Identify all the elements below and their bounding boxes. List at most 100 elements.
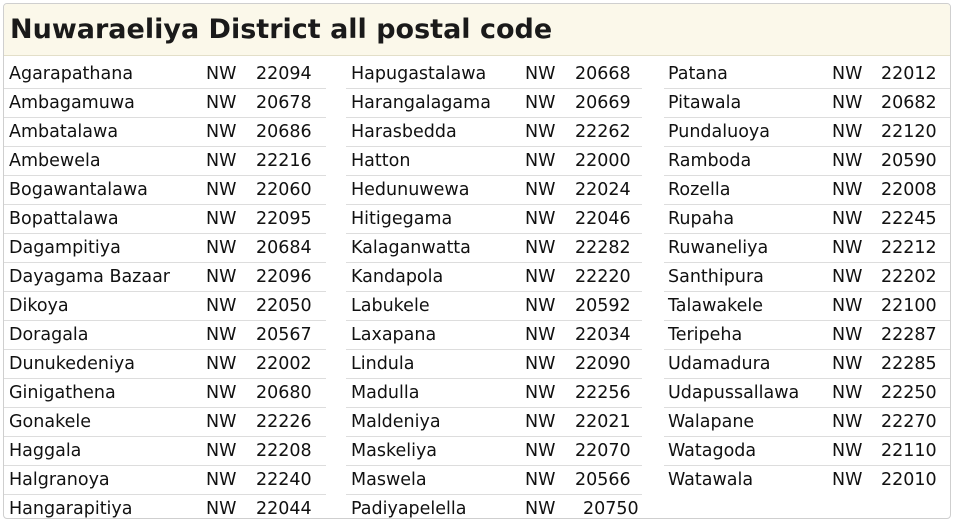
place-name: Doragala (9, 325, 89, 345)
postal-code: 22000 (575, 151, 631, 171)
region-code: NW (206, 354, 237, 374)
postal-code: 22270 (881, 412, 937, 432)
postal-code: 22226 (256, 412, 312, 432)
postal-code: 22100 (881, 296, 937, 316)
region-code: NW (206, 267, 237, 287)
page-title: Nuwaraeliya District all postal code (10, 14, 553, 45)
postal-code: 22095 (256, 209, 312, 229)
region-code: NW (832, 151, 863, 171)
list-item: Hapugastalawa NW 20668 (346, 60, 642, 89)
list-item: Udamadura NW 22285 (664, 350, 950, 379)
list-item: Doragala NW 20567 (4, 321, 326, 350)
list-item: Udapussallawa NW 22250 (664, 379, 950, 408)
place-name: Santhipura (668, 267, 764, 287)
region-code: NW (206, 238, 237, 258)
postal-code: 20669 (575, 93, 631, 113)
postal-code: 22220 (575, 267, 631, 287)
region-code: NW (525, 209, 556, 229)
place-name: Pitawala (668, 93, 742, 113)
region-code: NW (206, 470, 237, 490)
region-code: NW (832, 93, 863, 113)
postal-code: 20680 (256, 383, 312, 403)
postal-code: 22094 (256, 64, 312, 84)
postal-code: 22202 (881, 267, 937, 287)
region-code: NW (525, 267, 556, 287)
postal-code: 22044 (256, 499, 312, 519)
postal-code: 22262 (575, 122, 631, 142)
region-code: NW (525, 499, 556, 519)
list-item: Ambatalawa NW 20686 (4, 118, 326, 147)
place-name: Ginigathena (9, 383, 116, 403)
region-code: NW (832, 238, 863, 258)
place-name: Ambewela (9, 151, 101, 171)
postal-code: 20682 (881, 93, 937, 113)
region-code: NW (525, 470, 556, 490)
place-name: Udamadura (668, 354, 771, 374)
postal-code: 22282 (575, 238, 631, 258)
postal-code: 22012 (881, 64, 937, 84)
region-code: NW (206, 64, 237, 84)
region-code: NW (832, 383, 863, 403)
postal-code-columns: Agarapathana NW 22094 Ambagamuwa NW 20678 Amba… (4, 56, 950, 518)
list-item: Harangalagama NW 20669 (346, 89, 642, 118)
postal-code: 20750 (583, 499, 639, 519)
list-item: Haggala NW 22208 (4, 437, 326, 466)
list-item: Bopattalawa NW 22095 (4, 205, 326, 234)
region-code: NW (206, 383, 237, 403)
list-item: Watawala NW 22010 (664, 466, 950, 495)
place-name: Hapugastalawa (351, 64, 487, 84)
place-name: Maldeniya (351, 412, 441, 432)
place-name: Udapussallawa (668, 383, 800, 403)
list-item: Maskeliya NW 22070 (346, 437, 642, 466)
postal-code: 22212 (881, 238, 937, 258)
region-code: NW (525, 180, 556, 200)
place-name: Ramboda (668, 151, 752, 171)
region-code: NW (525, 354, 556, 374)
postal-code: 22070 (575, 441, 631, 461)
postal-column-1: Agarapathana NW 22094 Ambagamuwa NW 20678 Amba… (4, 60, 326, 519)
list-item: Ramboda NW 20590 (664, 147, 950, 176)
region-code: NW (525, 93, 556, 113)
place-name: Rozella (668, 180, 731, 200)
place-name: Dayagama Bazaar (9, 267, 171, 287)
postal-code: 22021 (575, 412, 631, 432)
list-item: Ambagamuwa NW 20678 (4, 89, 326, 118)
postal-code: 20686 (256, 122, 312, 142)
region-code: NW (832, 296, 863, 316)
list-item: Santhipura NW 22202 (664, 263, 950, 292)
region-code: NW (525, 441, 556, 461)
postal-code: 20590 (881, 151, 937, 171)
list-item: Hatton NW 22000 (346, 147, 642, 176)
postal-code: 20566 (575, 470, 631, 490)
place-name: Labukele (351, 296, 430, 316)
region-code: NW (206, 296, 237, 316)
list-item: Hedunuwewa NW 22024 (346, 176, 642, 205)
region-code: NW (525, 325, 556, 345)
region-code: NW (206, 325, 237, 345)
list-item: Talawakele NW 22100 (664, 292, 950, 321)
region-code: NW (525, 412, 556, 432)
postal-column-2: Hapugastalawa NW 20668 Harangalagama NW 20669… (346, 60, 642, 519)
list-item: Patana NW 22012 (664, 60, 950, 89)
place-name: Pundaluoya (668, 122, 771, 142)
list-item: Dunukedeniya NW 22002 (4, 350, 326, 379)
place-name: Ambatalawa (9, 122, 119, 142)
place-name: Maswela (351, 470, 427, 490)
place-name: Hedunuwewa (351, 180, 470, 200)
place-name: Talawakele (668, 296, 764, 316)
list-item: Dagampitiya NW 20684 (4, 234, 326, 263)
place-name: Watawala (668, 470, 754, 490)
list-item: Bogawantalawa NW 22060 (4, 176, 326, 205)
list-item: Laxapana NW 22034 (346, 321, 642, 350)
place-name: Lindula (351, 354, 415, 374)
list-item: Lindula NW 22090 (346, 350, 642, 379)
list-item: Rozella NW 22008 (664, 176, 950, 205)
place-name: Dikoya (9, 296, 69, 316)
region-code: NW (832, 412, 863, 432)
postal-code: 22034 (575, 325, 631, 345)
place-name: Bopattalawa (9, 209, 119, 229)
region-code: NW (525, 64, 556, 84)
region-code: NW (832, 441, 863, 461)
postal-code: 22250 (881, 383, 937, 403)
list-item: Maswela NW 20566 (346, 466, 642, 495)
